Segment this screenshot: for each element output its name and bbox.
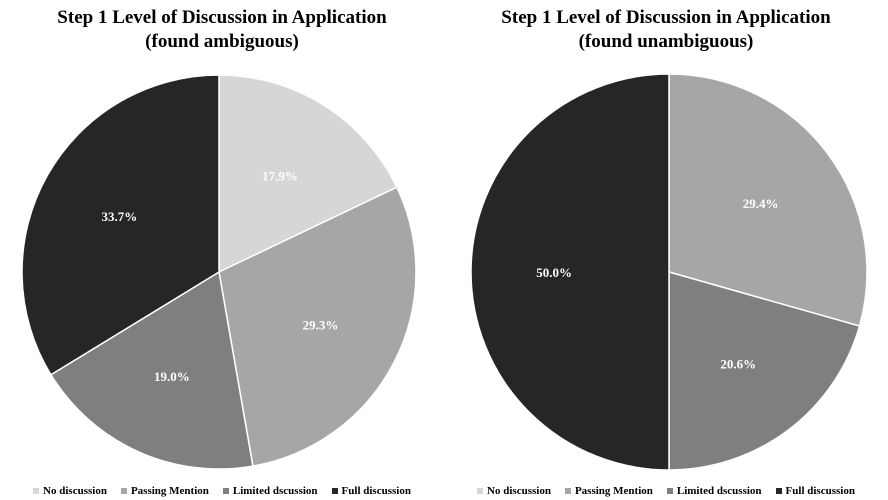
slice-label: 29.3% <box>303 317 339 332</box>
legend-item-full-discussion: Full discussion <box>775 483 855 499</box>
chart-title-line2: (found unambiguous) <box>578 31 754 52</box>
legend-label: No discussion <box>487 485 551 497</box>
chart-title-line2: (found ambiguous) <box>145 31 299 52</box>
chart-title: Step 1 Level of Discussion in Applicatio… <box>0 6 444 54</box>
legend-label: Full discussion <box>341 485 411 497</box>
legend-item-no-discussion: No discussion <box>477 483 551 499</box>
slice-no-discussion <box>218 74 398 274</box>
slice-full-discussion <box>21 74 220 376</box>
legend-item-passing-mention: Passing Mention <box>120 483 209 499</box>
chart-title-line1: Step 1 Level of Discussion in Applicatio… <box>57 7 387 28</box>
legend-swatch <box>666 488 673 494</box>
slice-label: 29.4% <box>743 196 779 211</box>
slice-full-discussion <box>470 73 670 471</box>
chart-title: Step 1 Level of Discussion in Applicatio… <box>444 6 888 54</box>
legend-swatch <box>477 488 484 494</box>
legend-label: Limited dscussion <box>676 485 762 497</box>
legend-swatch <box>120 488 127 494</box>
chart-title-line1: Step 1 Level of Discussion in Applicatio… <box>501 7 831 28</box>
legend-swatch <box>222 488 229 494</box>
legend-label: No discussion <box>43 485 107 497</box>
legend-item-full-discussion: Full discussion <box>331 483 411 499</box>
slice-label: 19.0% <box>154 369 190 384</box>
slice-limited-discussion <box>668 271 861 471</box>
slice-passing-mention <box>668 73 868 327</box>
legend-label: Passing Mention <box>574 485 653 497</box>
chart-ambiguous: Step 1 Level of Discussion in Applicatio… <box>0 6 444 499</box>
pie-chart-ambiguous: 17.9% 29.3% 19.0% 33.7% <box>21 74 417 470</box>
legend-item-limited-discussion: Limited dscussion <box>666 483 762 499</box>
slice-label: 20.6% <box>720 357 756 372</box>
legend-label: Full discussion <box>785 485 855 497</box>
slice-passing-mention <box>218 186 417 467</box>
slice-label: 33.7% <box>101 209 137 224</box>
legend-label: Passing Mention <box>130 485 209 497</box>
legend-item-no-discussion: No discussion <box>33 483 107 499</box>
legend-item-limited-discussion: Limited dscussion <box>222 483 318 499</box>
legend-swatch <box>775 488 782 494</box>
legend-swatch <box>33 488 40 494</box>
legend-swatch <box>331 488 338 494</box>
legend-item-passing-mention: Passing Mention <box>564 483 653 499</box>
slice-label: 50.0% <box>536 265 572 280</box>
legend-label: Limited dscussion <box>232 485 318 497</box>
legend: No discussion Passing Mention Limited ds… <box>0 483 444 499</box>
legend-swatch <box>564 488 571 494</box>
slice-limited-discussion <box>49 270 254 470</box>
chart-unambiguous: Step 1 Level of Discussion in Applicatio… <box>444 0 888 500</box>
slice-label: 17.9% <box>262 168 298 183</box>
pie-chart-unambiguous: 29.4% 20.6% 50.0% <box>470 73 868 471</box>
legend: No discussion Passing Mention Limited ds… <box>444 483 888 499</box>
